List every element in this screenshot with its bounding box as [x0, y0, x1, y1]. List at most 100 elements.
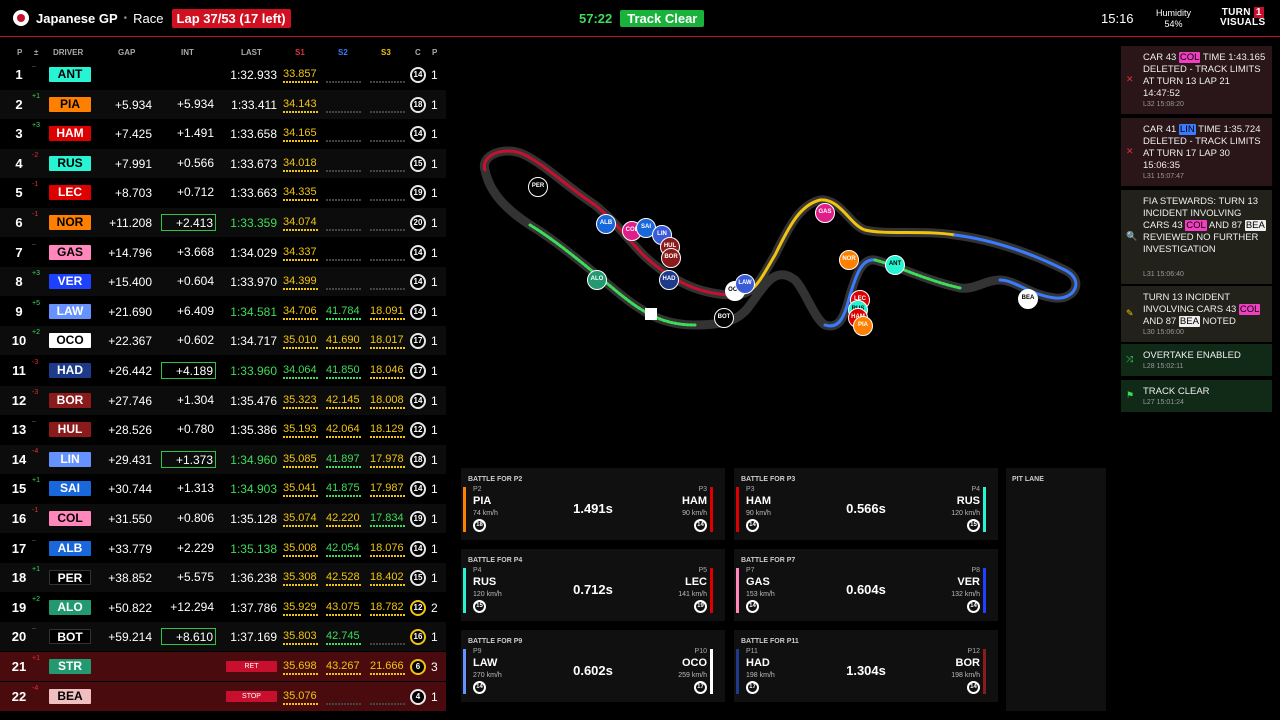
- mini-sector-bar: [370, 110, 406, 113]
- mini-sector-bar: [326, 199, 362, 202]
- pit-stops: 1: [431, 304, 438, 319]
- table-row[interactable]: 10 +2 OCO +22.367 +0.602 1:34.717 35.010 41.690…: [0, 326, 446, 356]
- tyre-compound-icon: 14: [410, 481, 426, 498]
- mini-sector-bar: [370, 229, 406, 231]
- position-change: +1: [32, 477, 40, 485]
- interval: +3.668: [176, 244, 214, 259]
- separator: •: [123, 12, 128, 24]
- tyre-compound-icon: 17: [410, 333, 426, 350]
- table-row[interactable]: 18 +1 PER +38.852 +5.575 1:36.238 35.308 42.528…: [0, 563, 446, 593]
- table-row[interactable]: 7 – GAS +14.796 +3.668 1:34.029 34.337 14 1: [0, 238, 446, 267]
- sector-1: 34.018: [283, 156, 317, 169]
- car-marker[interactable]: BEA: [1018, 289, 1038, 309]
- humidity-value: 54%: [1164, 19, 1183, 29]
- table-row[interactable]: 16 -1 COL +31.550 +0.806 1:35.128 35.074 42.220…: [0, 504, 446, 533]
- mini-sector-bar: [370, 406, 406, 409]
- pit-stops: 1: [431, 393, 438, 408]
- race-control-message[interactable]: ✕ CAR 43 COL TIME 1:43.165 DELETED - TRAC…: [1121, 46, 1272, 114]
- mini-sector-bar: [283, 288, 319, 291]
- sector-2: 41.690: [326, 334, 360, 347]
- table-row[interactable]: 14 -4 LIN +29.431 +1.373 1:34.960 35.085 41.897…: [0, 444, 446, 474]
- car-marker[interactable]: GAS: [815, 203, 835, 223]
- table-row[interactable]: 12 -3 BOR +27.746 +1.304 1:35.476 35.323 42.145…: [0, 385, 446, 415]
- race-control-message[interactable]: ⚑ TRACK CLEAR L27 15:01:24: [1121, 380, 1272, 412]
- battle-gap: 1.304s: [846, 663, 886, 678]
- top-bar: Japanese GP • Race Lap 37/53 (17 left) 5…: [0, 0, 1280, 37]
- table-row[interactable]: 8 +3 VER +15.400 +0.604 1:33.970 34.399 14 1: [0, 267, 446, 297]
- sector-3: 17.834: [370, 512, 404, 524]
- mini-sector-bar: [370, 81, 406, 83]
- battle-left-driver: LAW: [473, 657, 498, 669]
- sector-2: 41.850: [326, 364, 360, 376]
- battle-title: BATTLE FOR P4: [468, 557, 523, 564]
- battle-gap: 0.604s: [846, 582, 886, 597]
- interval: +12.294: [170, 599, 214, 614]
- driver-code: SAI: [49, 481, 91, 497]
- driver-tag: COL: [1185, 220, 1207, 231]
- table-row[interactable]: 15 +1 SAI +30.744 +1.313 1:34.903 35.041 41.875…: [0, 474, 446, 503]
- tyre-compound-icon: 14: [410, 274, 426, 291]
- sector-3: 18.402: [370, 571, 404, 584]
- table-row[interactable]: 13– HUL +28.526 +0.780 1:35.386 35.193 42.064 1…: [0, 415, 446, 444]
- race-control-message[interactable]: ✕ CAR 41 LIN TIME 1:35.724 DELETED - TRAC…: [1121, 118, 1272, 186]
- table-row[interactable]: 11 -3 HAD +26.442 +4.189 1:33.960 34.064 41.850…: [0, 356, 446, 385]
- pit-stops: 1: [431, 482, 438, 497]
- tyre-compound-icon: 14: [410, 392, 426, 409]
- team-color-bar: [463, 487, 466, 532]
- table-row[interactable]: 6 -1 NOR +11.208 +2.413 1:33.359 34.074 20 1: [0, 208, 446, 237]
- car-marker[interactable]: HAD: [659, 270, 679, 290]
- last-lap: 1:33.411: [231, 97, 277, 112]
- driver-tag: COL: [1178, 52, 1201, 63]
- message-meta: L30 15:06:00: [1143, 329, 1184, 336]
- car-marker[interactable]: ALB: [596, 214, 616, 234]
- sector-2: 41.875: [326, 482, 360, 495]
- battle-left-driver: PIA: [473, 495, 492, 507]
- table-row[interactable]: 21 +1 STR RET 35.698 43.267 21.666 6 3: [0, 652, 446, 681]
- race-control-message[interactable]: 🔍 FIA STEWARDS: TURN 13 INCIDENT INVOLVIN…: [1121, 190, 1272, 284]
- car-marker[interactable]: ANT: [885, 255, 905, 275]
- race-control-message[interactable]: ⤨ OVERTAKE ENABLED L28 15:02:11: [1121, 344, 1272, 376]
- table-row[interactable]: 2 +1 PIA +5.934 +5.934 1:33.411 34.143 18 1: [0, 89, 446, 119]
- battle-right-speed: 198 km/h: [951, 672, 980, 679]
- car-marker[interactable]: LAW: [735, 274, 755, 294]
- last-lap: 1:37.786: [230, 600, 277, 615]
- mini-sector-bar: [326, 554, 362, 557]
- last-lap: 1:34.581: [230, 304, 277, 319]
- car-marker[interactable]: BOR: [661, 248, 681, 268]
- car-marker[interactable]: PIA: [853, 316, 873, 336]
- car-marker[interactable]: BOT: [714, 308, 734, 328]
- battle-card: BATTLE FOR P2 P2 PIA 74 km/h 18 1.491s P3 HAM 90…: [461, 468, 725, 540]
- battle-left-driver: HAM: [746, 495, 772, 507]
- interval: +2.229: [176, 540, 214, 555]
- table-row[interactable]: 3 +3 HAM +7.425 +1.491 1:33.658 34.165 14 1: [0, 119, 446, 148]
- table-row[interactable]: 1 – ANT 1:32.933 33.857 14 1: [0, 60, 446, 89]
- car-marker[interactable]: NOR: [839, 250, 859, 270]
- position-change: –: [32, 418, 36, 426]
- race-control-message[interactable]: ✎ TURN 13 INCIDENT INVOLVING CARS 43 COL …: [1121, 286, 1272, 342]
- table-row[interactable]: 5 -1 LEC +8.703 +0.712 1:33.663 34.335 19 1: [0, 178, 446, 207]
- position-change: –: [32, 240, 36, 248]
- pit-stops: 1: [431, 689, 438, 704]
- mini-sector-bar: [370, 554, 406, 557]
- table-row[interactable]: 20– BOT +59.214 +8.610 1:37.169 35.803 42.745 1…: [0, 622, 446, 652]
- table-row[interactable]: 17– ALB +33.779 +2.229 1:35.138 35.008 42.054 1…: [0, 534, 446, 563]
- car-marker[interactable]: ALO: [587, 270, 607, 290]
- position-change: -2: [32, 151, 39, 159]
- position-change: +2: [32, 595, 40, 603]
- mini-sector-bar: [283, 525, 319, 527]
- battle-gap: 0.602s: [573, 663, 613, 678]
- position-change: –: [32, 536, 36, 544]
- table-row[interactable]: 4 -2 RUS +7.991 +0.566 1:33.673 34.018 15 1: [0, 148, 446, 178]
- car-marker[interactable]: PER: [528, 177, 548, 197]
- last-lap: 1:34.960: [230, 452, 277, 467]
- sector-1: 34.706: [283, 304, 317, 317]
- table-row[interactable]: 22 -4 BEA STOP 35.076 4 1: [0, 681, 446, 711]
- col-pits: P: [432, 48, 438, 57]
- table-row[interactable]: 19 +2 ALO +50.822 +12.294 1:37.786 35.929 43.07…: [0, 593, 446, 622]
- mini-sector-bar: [326, 347, 362, 350]
- gap: +50.822: [108, 600, 152, 615]
- table-row[interactable]: 9 +5 LAW +21.690 +6.409 1:34.581 34.706 41.784 1…: [0, 297, 446, 326]
- team-color-bar: [463, 568, 466, 613]
- mini-sector-bar: [370, 347, 406, 350]
